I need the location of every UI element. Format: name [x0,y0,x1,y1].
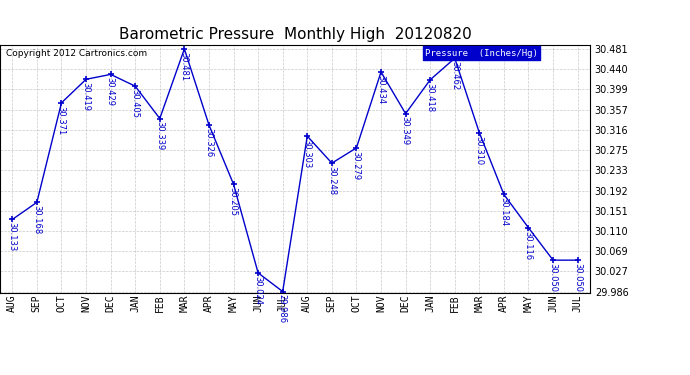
Text: 30.434: 30.434 [376,75,385,104]
Text: Copyright 2012 Cartronics.com: Copyright 2012 Cartronics.com [6,49,147,58]
Text: 30.371: 30.371 [57,106,66,135]
Text: Pressure  (Inches/Hg): Pressure (Inches/Hg) [425,49,538,58]
Title: Barometric Pressure  Monthly High  20120820: Barometric Pressure Monthly High 2012082… [119,27,471,42]
Text: 30.339: 30.339 [155,121,164,150]
Text: 30.349: 30.349 [401,116,410,146]
Text: 30.168: 30.168 [32,205,41,234]
Text: 30.462: 30.462 [450,61,459,90]
Text: 30.310: 30.310 [475,135,484,165]
Text: 30.248: 30.248 [327,166,336,195]
Text: 30.326: 30.326 [204,128,213,157]
Text: 30.024: 30.024 [253,276,262,304]
Text: 30.418: 30.418 [425,82,434,112]
Text: 30.133: 30.133 [8,222,17,252]
Text: 30.303: 30.303 [302,139,311,168]
Text: 30.481: 30.481 [179,52,188,81]
Text: 30.050: 30.050 [573,263,582,292]
Text: 30.116: 30.116 [524,231,533,260]
Text: 30.405: 30.405 [130,89,139,118]
Text: 30.205: 30.205 [228,187,237,216]
Text: 30.050: 30.050 [549,263,558,292]
Text: 30.429: 30.429 [106,77,115,106]
Text: 30.184: 30.184 [499,197,508,226]
Text: 29.986: 29.986 [278,294,287,323]
Text: 30.419: 30.419 [81,82,90,111]
Text: 30.279: 30.279 [352,151,361,180]
